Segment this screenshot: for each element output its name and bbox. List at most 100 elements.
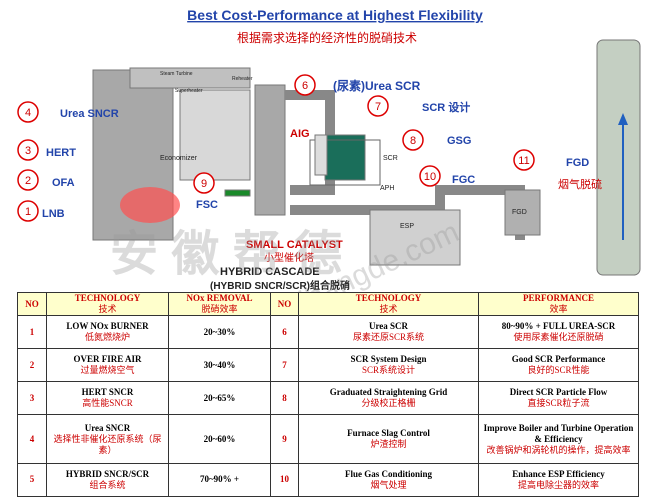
cell-text-cn: 效率: [549, 304, 568, 314]
cell-text-cn: 尿素还原SCR系统: [352, 332, 424, 343]
table-cell: 8: [270, 381, 299, 416]
cell-text: 9: [282, 433, 287, 444]
cell-text: 20~30%: [203, 326, 236, 337]
table-cell: Urea SCR 尿素还原SCR系统: [298, 314, 479, 350]
cell-text-cn: 高性能SNCR: [82, 398, 133, 409]
callout-label: OFA: [52, 177, 75, 189]
cell-text: PERFORMANCE: [523, 293, 594, 303]
cell-text: HYBRID SNCR/SCR: [65, 468, 150, 479]
diagram-label: ESP: [400, 223, 414, 230]
cell-text-cn: 低氮燃烧炉: [84, 332, 130, 343]
callout-circle: [17, 200, 39, 222]
table-cell: Flue Gas Conditioning 烟气处理: [298, 462, 479, 498]
cell-text: LOW NOx BURNER: [66, 321, 149, 332]
cell-text: 3: [29, 392, 35, 403]
callout-label: Urea SNCR: [60, 108, 119, 120]
table-cell: Improve Boiler and Turbine Operation & E…: [478, 414, 639, 464]
plant-drawing: [92, 39, 641, 276]
cell-text: Urea SCR: [368, 321, 409, 332]
cell-text: 8: [282, 392, 287, 403]
cell-text: NO: [25, 298, 39, 309]
cell-text: 6: [282, 326, 287, 337]
cell-text-cn: 过量燃烧空气: [80, 365, 135, 376]
table-cell: 20~60%: [168, 414, 271, 464]
cell-text: 7: [282, 359, 287, 370]
table-cell: Good SCR Performance 良好的SCR性能: [478, 348, 639, 383]
table-cell: 30~40%: [168, 348, 271, 383]
cell-text-cn: 组合系统: [89, 479, 126, 490]
table-cell: 70~90% +: [168, 462, 271, 498]
header-row: NO TECHNOLOGY 技术 NOx REMOVAL 脱硝效率 NO TECHNOLOG…: [17, 292, 639, 316]
callout-label: FSC: [196, 199, 218, 211]
cell-text-cn: 选择性非催化还原系统（尿素）: [53, 433, 162, 455]
callout-number: 2: [25, 175, 31, 187]
title: Best Cost-Performance at Highest Flexibi…: [187, 7, 483, 23]
cell-text: Graduated Straightening Grid: [329, 387, 448, 398]
table-cell: 3: [17, 381, 47, 416]
diagram-label: SMALL CATALYST: [246, 239, 343, 251]
watermark: 安 徽 帮 德: [110, 228, 342, 281]
table-cell: 2: [17, 348, 47, 383]
callout-label: FGC: [452, 174, 475, 186]
callout-circle: [513, 149, 535, 171]
table-cell: OVER FIRE AIR 过量燃烧空气: [46, 348, 169, 383]
table-cell: PERFORMANCE 效率: [478, 292, 639, 316]
cell-text-cn: 良好的SCR性能: [527, 365, 590, 376]
table-cell: TECHNOLOGY 技术: [46, 292, 169, 316]
cell-text: 2: [29, 359, 35, 370]
table-cell: SCR System Design SCR系统设计: [298, 348, 479, 383]
subtitle: 根据需求选择的经济性的脱硝技术: [237, 30, 417, 45]
diagram-label: Steam Turbine: [160, 71, 193, 77]
callout-circle: [17, 139, 39, 161]
table-cell: NO: [17, 292, 47, 316]
table-cell: Furnace Slag Control 炉渣控制: [298, 414, 479, 464]
cell-text-cn: 使用尿素催化还原脱硝: [513, 332, 604, 343]
table-cell: Enhance ESP Efficiency 提高电除尘器的效率: [478, 462, 639, 498]
diagram-label: Superheater: [175, 88, 203, 94]
cell-text-cn: 技术: [379, 304, 398, 314]
table-cell: 20~65%: [168, 381, 271, 416]
flame: [120, 187, 180, 223]
diagram-label: (尿素)Urea SCR: [333, 78, 421, 93]
callout-number: 9: [201, 178, 207, 190]
cell-text: SCR System Design: [350, 354, 427, 365]
table-cell: Urea SNCR 选择性非催化还原系统（尿素）: [46, 414, 169, 464]
table-row: 3 HERT SNCR 高性能SNCR 20~65% 8 Graduated Straig…: [17, 381, 639, 416]
callout-label: AIG: [290, 128, 310, 140]
diagram-label: FGD: [512, 209, 527, 216]
callout-number: 7: [375, 101, 381, 113]
callout-circle: [402, 129, 424, 151]
callout-circle: [17, 101, 39, 123]
diagram-label: (HYBRID SNCR/SCR)组合脱硝: [210, 279, 350, 292]
cell-text: 5: [29, 474, 35, 485]
diagram-label: Reheater: [232, 76, 253, 82]
diagram-label: SCR: [383, 155, 398, 162]
callout-number: 8: [410, 135, 416, 147]
table-row: 5 HYBRID SNCR/SCR 组合系统 70~90% + 10 Flue Gas C…: [17, 462, 639, 498]
diagram: Best Cost-Performance at Highest Flexibi…: [17, 7, 641, 292]
table-cell: 6: [270, 314, 299, 350]
cell-text-cn: 提高电除尘器的效率: [517, 479, 599, 490]
cell-text: NOx REMOVAL: [186, 293, 253, 303]
callout-number: 3: [25, 145, 31, 157]
table-cell: Direct SCR Particle Flow 直接SCR粒子流: [478, 381, 639, 416]
cell-text: OVER FIRE AIR: [73, 354, 142, 365]
callout-number: 6: [302, 80, 308, 92]
callout-number: 1: [25, 206, 31, 218]
table-cell: 7: [270, 348, 299, 383]
callout-label: HERT: [46, 147, 76, 159]
cell-text-cn: 改善锅炉和涡轮机的操作，提高效率: [486, 444, 631, 455]
diagram-label: Economizer: [160, 155, 198, 162]
table-cell: Graduated Straightening Grid 分级校正格栅: [298, 381, 479, 416]
diagram-label: 烟气脱硫: [558, 177, 602, 191]
cell-text: 4: [29, 433, 35, 444]
callout-circle: [17, 169, 39, 191]
callout-circle: [193, 172, 215, 194]
tech-table: NO TECHNOLOGY 技术 NOx REMOVAL 脱硝效率 NO TECHNOLOG…: [17, 292, 639, 498]
cell-text: Improve Boiler and Turbine Operation & E…: [483, 422, 634, 444]
table-row: 2 OVER FIRE AIR 过量燃烧空气 30~40% 7 SCR System De…: [17, 348, 639, 383]
table-cell: 20~30%: [168, 314, 271, 350]
cell-text: Furnace Slag Control: [347, 428, 430, 438]
callout-number: 4: [25, 107, 31, 119]
